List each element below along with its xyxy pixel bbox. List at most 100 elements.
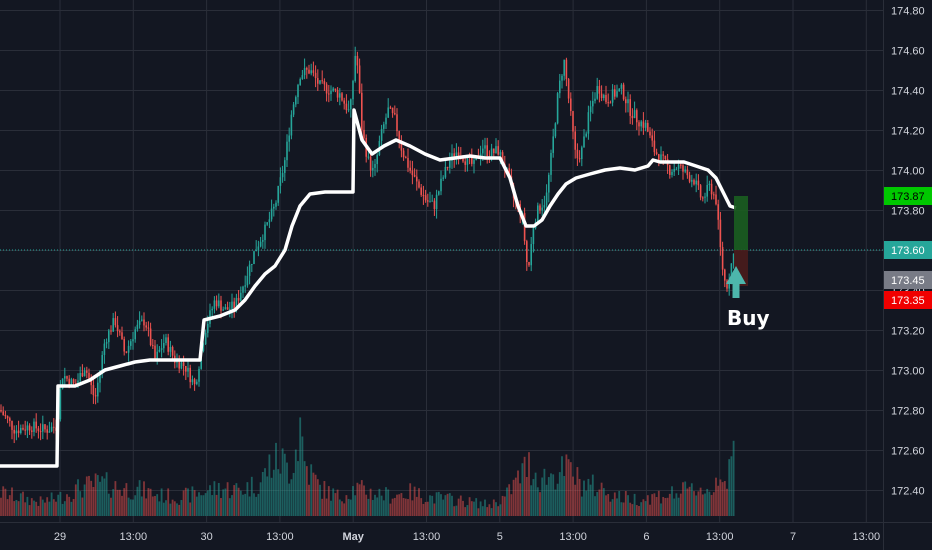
volume-bar: [644, 501, 647, 516]
volume-bar: [646, 495, 649, 516]
candle-body: [270, 208, 273, 220]
volume-bar: [627, 495, 629, 516]
volume-bar: [484, 499, 486, 516]
volume-bar: [356, 482, 359, 516]
volume-bar: [717, 485, 720, 516]
candle-body: [354, 55, 356, 81]
volume-bar: [319, 484, 321, 516]
candle-body: [387, 107, 389, 118]
candle-body: [149, 328, 152, 346]
volume-bar: [440, 494, 442, 516]
volume-bar: [105, 472, 108, 516]
candle-body: [255, 250, 257, 252]
volume-bar: [121, 495, 123, 516]
candle-body: [431, 200, 433, 202]
volume-bar: [534, 472, 537, 516]
volume-bar: [259, 482, 262, 516]
candle-body: [699, 185, 702, 198]
volume-bar: [363, 485, 365, 516]
candle-body: [292, 104, 295, 115]
volume-bar: [312, 472, 315, 516]
volume-bar: [308, 484, 310, 516]
volume-bar: [701, 494, 704, 516]
volume-bar: [365, 494, 368, 516]
volume-bar: [30, 498, 33, 516]
candle-body: [154, 345, 156, 360]
volume-bar: [631, 504, 634, 516]
volume-bar: [228, 498, 231, 516]
volume-bar: [704, 493, 706, 516]
candle-body: [697, 180, 700, 186]
volume-bar: [497, 506, 500, 516]
price-tag-label: 173.35: [891, 295, 925, 307]
price-tag-label: 173.45: [891, 275, 925, 287]
y-tick-label: 173.00: [891, 366, 925, 378]
candle-body: [429, 201, 431, 203]
volume-bar: [611, 499, 614, 516]
volume-bar: [327, 486, 330, 516]
volume-bar: [325, 498, 328, 516]
time-axis[interactable]: 29 13:00 30 13:00 May 13:00 5 13:00 6 13:00 7 13:00: [54, 531, 880, 543]
volume-bar: [565, 454, 568, 516]
volume-bar: [173, 501, 176, 516]
volume-bar: [239, 490, 242, 516]
volume-bar: [521, 463, 524, 516]
price-tag-label: 173.87: [891, 191, 925, 203]
volume-bar: [63, 501, 66, 516]
candle-body: [160, 348, 163, 350]
volume-bar: [666, 497, 669, 516]
candle-body: [684, 169, 686, 172]
volume-bar: [46, 497, 49, 516]
volume-bar: [444, 495, 447, 516]
volume-bar: [400, 493, 403, 516]
volume-bar: [103, 478, 106, 516]
volume-bar: [545, 484, 548, 516]
volume-bar: [451, 495, 453, 516]
volume-bar: [622, 502, 625, 516]
candle-body: [389, 107, 392, 109]
candle-body: [132, 339, 134, 342]
candle-body: [396, 114, 398, 132]
volume-bar: [292, 472, 295, 516]
volume-bar: [543, 468, 546, 516]
y-tick-label: 174.60: [891, 46, 925, 58]
x-tick-label: 13:00: [413, 531, 441, 543]
candle-body: [631, 115, 634, 119]
candle-body: [50, 426, 53, 432]
candle-body: [708, 183, 711, 185]
volume-bar: [723, 481, 726, 516]
volume-bar: [277, 469, 280, 516]
candle-body: [611, 89, 614, 103]
candle-body: [704, 196, 706, 198]
candle-body: [145, 325, 147, 328]
volume-bar: [112, 489, 115, 516]
volume-bar: [74, 484, 77, 516]
candle-body: [103, 343, 106, 355]
volume-bar: [11, 487, 13, 516]
volume-bar: [418, 488, 420, 516]
candle-body: [530, 244, 532, 266]
volume-bar: [59, 491, 62, 516]
volume-bar: [206, 490, 209, 516]
candle-body: [222, 309, 224, 311]
volume-bar: [160, 488, 163, 516]
volume-bar: [165, 500, 167, 516]
candle-body: [138, 320, 141, 325]
candle-body: [411, 170, 414, 176]
price-tag-bg: [884, 187, 932, 205]
candle-body: [101, 354, 103, 371]
volume-bar: [690, 483, 693, 516]
volume-bar: [448, 493, 451, 516]
candle-body: [543, 205, 546, 208]
candle-body: [409, 167, 411, 171]
volume-bar: [561, 456, 563, 516]
candle-body: [405, 157, 407, 159]
candle-body: [167, 337, 169, 352]
candle-body: [561, 75, 563, 81]
volume-bar: [116, 489, 119, 516]
volume-bar: [385, 487, 387, 516]
volume-bar: [321, 498, 324, 516]
candle-body: [257, 246, 260, 251]
